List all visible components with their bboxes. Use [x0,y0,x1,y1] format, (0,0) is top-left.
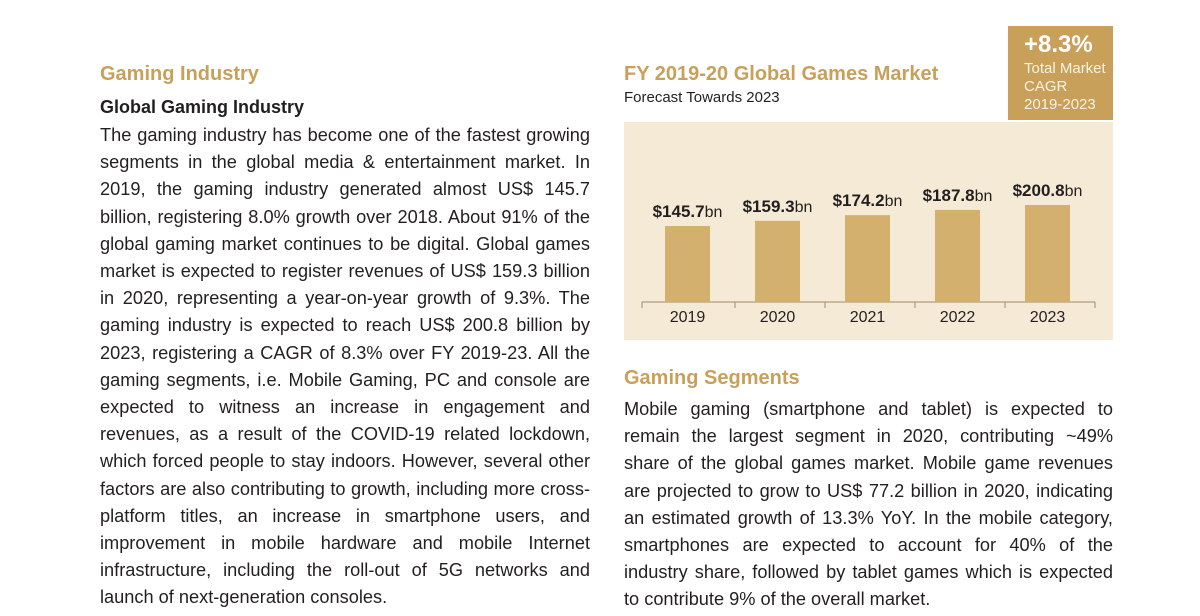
cagr-value: +8.3% [1024,31,1093,58]
data-label-2019: $145.7bn [653,202,723,221]
gaming-segments-section: Gaming Segments Mobile gaming (smartphon… [624,366,1113,614]
bar-chart: $145.7bn 2019 $159.3bn 2020 $174.2bn 2021 $187… [624,122,1113,340]
data-label-2021: $174.2bn [833,191,903,210]
section-title-gaming-industry: Gaming Industry [100,63,259,85]
section-title-gaming-segments: Gaming Segments [624,367,800,389]
bar-2023 [1025,205,1070,302]
bar-2021 [845,215,890,302]
sub-title-global-gaming-industry: Global Gaming Industry [100,97,305,117]
gaming-segments-paragraph: Mobile gaming (smartphone and tablet) is… [624,399,1113,610]
left-column: Gaming Industry Global Gaming Industry T… [100,62,590,612]
chart-subtitle: Forecast Towards 2023 [624,89,780,106]
x-tick-label-2022: 2022 [940,309,976,326]
bar-2019 [665,226,710,302]
chart-title: FY 2019-20 Global Games Market [624,63,939,85]
cagr-badge: +8.3% Total Market CAGR 2019-2023 [1008,26,1113,120]
data-label-2023: $200.8bn [1013,181,1083,200]
data-label-2022: $187.8bn [923,186,993,205]
bar-chart-svg: $145.7bn 2019 $159.3bn 2020 $174.2bn 2021 $187… [641,181,1096,326]
x-tick-label-2023: 2023 [1030,309,1066,326]
right-column: FY 2019-20 Global Games Market Forecast … [624,0,1113,616]
gaming-industry-paragraph: The gaming industry has become one of th… [100,125,590,608]
x-tick-label-2020: 2020 [760,309,796,326]
cagr-label: Total Market CAGR 2019-2023 [1024,60,1106,113]
bar-2022 [935,209,980,302]
data-label-2020: $159.3bn [743,197,813,216]
bar-2020 [755,220,800,302]
x-tick-label-2019: 2019 [670,309,706,326]
x-tick-label-2021: 2021 [850,309,886,326]
